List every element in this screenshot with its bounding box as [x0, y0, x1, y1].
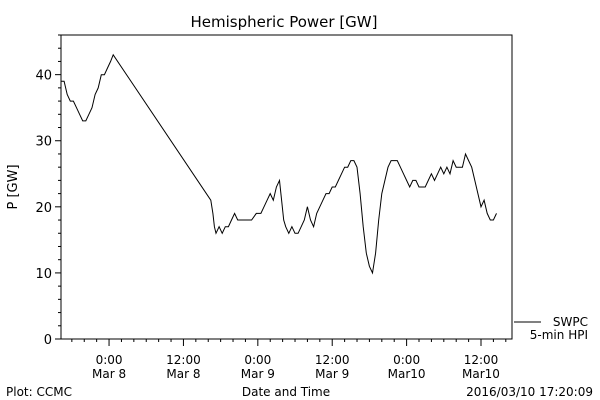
- x-tick-label-date: Mar 8: [92, 367, 126, 381]
- legend-entry-line1: SWPC: [553, 315, 588, 329]
- x-tick-label-date: Mar 9: [241, 367, 275, 381]
- plot-credit: Plot: CCMC: [6, 385, 72, 399]
- plot-timestamp: 2016/03/10 17:20:09: [466, 385, 593, 399]
- series-line-hpi: [61, 53, 497, 275]
- x-tick-label-time: 0:00: [393, 353, 420, 367]
- x-tick-label-time: 12:00: [315, 353, 350, 367]
- x-tick-label-date: Mar 8: [166, 367, 200, 381]
- plot-frame: [60, 34, 513, 340]
- x-tick-label-date: Mar10: [462, 367, 500, 381]
- x-axis-label: Date and Time: [242, 385, 330, 399]
- y-axis-ticks: 0 10 20 30 40: [35, 69, 61, 348]
- x-tick-label-time: 0:00: [244, 353, 271, 367]
- x-tick-label-date: Mar 9: [315, 367, 349, 381]
- y-tick-label: 10: [35, 267, 52, 282]
- legend-entry-line2: 5-min HPI: [530, 328, 588, 342]
- x-minor-ticks: [71, 339, 507, 342]
- y-tick-label: 30: [35, 135, 52, 150]
- y-tick-label: 0: [44, 333, 52, 348]
- y-axis-label: P [GW]: [6, 164, 21, 209]
- x-tick-label-date: Mar10: [388, 367, 426, 381]
- x-tick-label-time: 12:00: [464, 353, 499, 367]
- y-tick-label: 20: [35, 201, 52, 216]
- x-tick-label-time: 0:00: [96, 353, 123, 367]
- legend: SWPC 5-min HPI: [514, 315, 588, 342]
- x-tick-label-time: 12:00: [166, 353, 201, 367]
- chart-title: Hemispheric Power [GW]: [191, 13, 378, 31]
- y-tick-label: 40: [35, 69, 52, 84]
- y-minor-ticks: [58, 34, 61, 327]
